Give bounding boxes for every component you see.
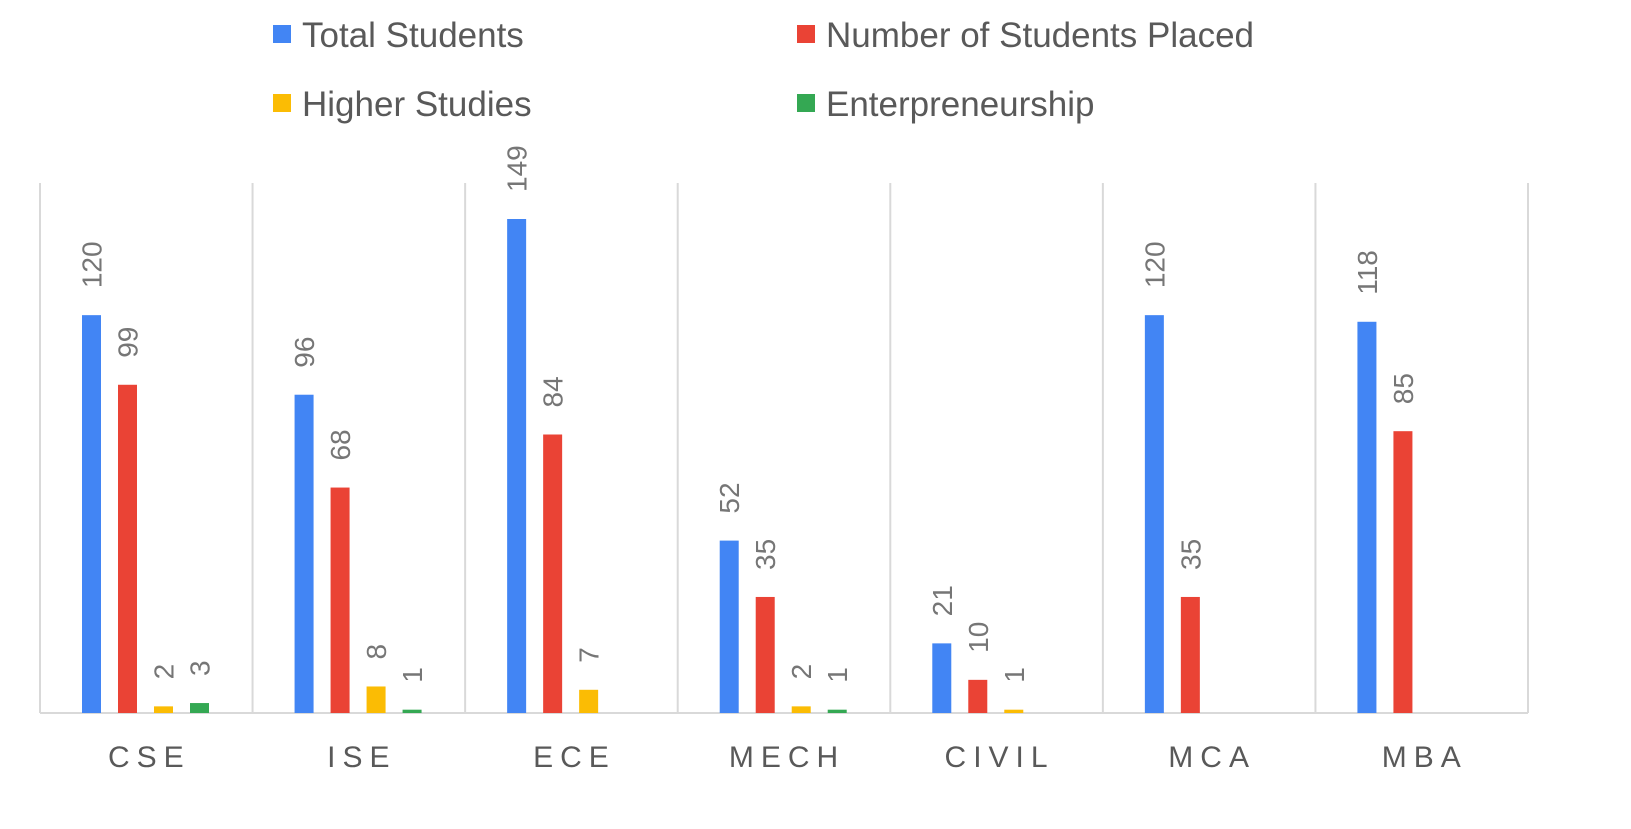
gridlines <box>39 183 1529 714</box>
data-label: 1 <box>397 667 428 683</box>
data-label: 3 <box>185 660 216 676</box>
category-label: ECE <box>533 741 616 774</box>
bar <box>579 689 599 713</box>
category-label: ISE <box>327 741 396 774</box>
data-label: 52 <box>714 482 745 513</box>
legend-swatch <box>797 94 815 112</box>
legend-label: Enterpreneurship <box>826 85 1095 124</box>
data-label: 99 <box>113 327 144 358</box>
data-label: 96 <box>289 337 320 368</box>
bar <box>1393 431 1413 713</box>
data-label: 2 <box>149 664 180 680</box>
data-label: 1 <box>999 667 1030 683</box>
bar <box>827 709 847 713</box>
bar <box>402 709 422 713</box>
bar <box>330 487 350 713</box>
bar <box>1357 321 1377 713</box>
bar <box>755 596 775 713</box>
data-label: 21 <box>927 585 958 616</box>
bar <box>82 315 101 713</box>
data-label: 118 <box>1352 250 1383 295</box>
bar <box>366 686 386 713</box>
bar <box>1144 315 1164 713</box>
legend-label: Number of Students Placed <box>826 16 1254 55</box>
bar <box>118 384 137 713</box>
data-label: 8 <box>361 644 392 660</box>
data-label: 149 <box>502 145 533 192</box>
legend-label: Higher Studies <box>302 85 532 124</box>
data-label: 1 <box>822 667 853 683</box>
bar <box>791 706 811 713</box>
bar <box>968 679 988 713</box>
category-label: MCA <box>1168 741 1256 774</box>
category-label: CSE <box>108 741 191 774</box>
bar <box>507 219 527 713</box>
data-label: 35 <box>1175 539 1206 570</box>
data-label: 84 <box>538 376 569 407</box>
legend-swatch <box>797 25 815 43</box>
category-label: CIVIL <box>945 741 1055 774</box>
bar <box>154 706 173 713</box>
bar <box>294 394 314 713</box>
category-axis: CSE ISE ECE MECH CIVIL MCA MBA <box>108 741 1468 774</box>
legend-swatch <box>273 25 291 43</box>
bars <box>82 219 1413 713</box>
data-label: 35 <box>750 539 781 570</box>
bar <box>1004 709 1024 713</box>
data-label: 68 <box>325 429 356 460</box>
category-label: MBA <box>1382 741 1468 774</box>
data-label: 120 <box>77 241 108 288</box>
legend: Total Students Number of Students Placed H… <box>273 16 1254 124</box>
bar <box>543 434 563 713</box>
data-label: 85 <box>1388 373 1419 404</box>
bar <box>719 540 739 713</box>
data-label: 10 <box>963 622 994 653</box>
data-label: 2 <box>786 664 817 680</box>
data-label: 7 <box>574 647 605 663</box>
legend-swatch <box>273 94 291 112</box>
data-label: 120 <box>1139 241 1170 288</box>
bar <box>932 643 952 713</box>
bar <box>190 703 209 713</box>
category-label: MECH <box>729 741 845 774</box>
legend-label: Total Students <box>302 16 524 55</box>
bar <box>1180 596 1200 713</box>
